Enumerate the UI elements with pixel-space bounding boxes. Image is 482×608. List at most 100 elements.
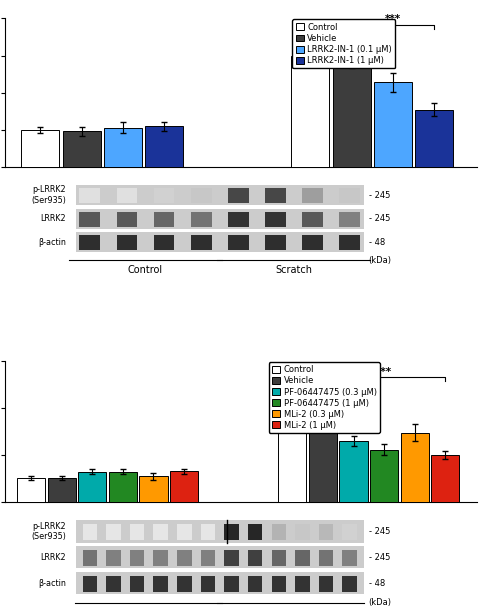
FancyBboxPatch shape	[106, 550, 120, 566]
FancyBboxPatch shape	[153, 550, 168, 566]
FancyBboxPatch shape	[177, 576, 191, 592]
FancyBboxPatch shape	[130, 524, 144, 540]
FancyBboxPatch shape	[201, 576, 215, 592]
FancyBboxPatch shape	[82, 524, 97, 540]
FancyBboxPatch shape	[80, 188, 100, 203]
FancyBboxPatch shape	[228, 188, 249, 203]
Bar	[170, 471, 198, 502]
FancyBboxPatch shape	[224, 524, 239, 540]
FancyBboxPatch shape	[248, 550, 262, 566]
FancyBboxPatch shape	[201, 550, 215, 566]
Bar	[17, 478, 45, 502]
FancyBboxPatch shape	[76, 572, 364, 594]
Bar	[431, 455, 459, 502]
FancyBboxPatch shape	[154, 212, 174, 227]
FancyBboxPatch shape	[191, 188, 212, 203]
FancyBboxPatch shape	[319, 550, 333, 566]
Text: β-actin: β-actin	[39, 238, 66, 247]
FancyBboxPatch shape	[271, 576, 286, 592]
Bar	[415, 109, 453, 167]
Bar	[109, 472, 137, 502]
Text: - 48: - 48	[369, 238, 385, 247]
Bar	[48, 478, 76, 502]
FancyBboxPatch shape	[271, 524, 286, 540]
FancyBboxPatch shape	[265, 235, 286, 250]
FancyBboxPatch shape	[342, 550, 357, 566]
FancyBboxPatch shape	[271, 550, 286, 566]
Text: ***: ***	[385, 14, 401, 24]
Bar	[333, 55, 371, 167]
FancyBboxPatch shape	[248, 576, 262, 592]
Legend: Control, Vehicle, PF-06447475 (0.3 μM), PF-06447475 (1 μM), MLi-2 (0.3 μM), MLi-: Control, Vehicle, PF-06447475 (0.3 μM), …	[269, 362, 380, 433]
FancyBboxPatch shape	[302, 188, 323, 203]
Bar	[22, 130, 59, 167]
Bar	[78, 472, 107, 502]
Text: p-LRRK2
(Ser935): p-LRRK2 (Ser935)	[31, 185, 66, 205]
FancyBboxPatch shape	[265, 188, 286, 203]
FancyBboxPatch shape	[76, 546, 364, 568]
FancyBboxPatch shape	[224, 576, 239, 592]
Text: β-actin: β-actin	[39, 579, 66, 587]
FancyBboxPatch shape	[191, 235, 212, 250]
Text: - 245: - 245	[369, 527, 390, 536]
FancyBboxPatch shape	[191, 212, 212, 227]
FancyBboxPatch shape	[82, 576, 97, 592]
FancyBboxPatch shape	[117, 212, 137, 227]
FancyBboxPatch shape	[224, 550, 239, 566]
FancyBboxPatch shape	[153, 576, 168, 592]
FancyBboxPatch shape	[265, 212, 286, 227]
FancyBboxPatch shape	[201, 524, 215, 540]
FancyBboxPatch shape	[80, 212, 100, 227]
Bar	[63, 131, 101, 167]
FancyBboxPatch shape	[339, 235, 360, 250]
Legend: Control, Vehicle, LRRK2-IN-1 (0.1 μM), LRRK2-IN-1 (1 μM): Control, Vehicle, LRRK2-IN-1 (0.1 μM), L…	[293, 19, 396, 68]
FancyBboxPatch shape	[80, 235, 100, 250]
Bar	[339, 441, 368, 502]
FancyBboxPatch shape	[302, 235, 323, 250]
FancyBboxPatch shape	[319, 524, 333, 540]
Bar	[309, 404, 337, 502]
Text: p-LRRK2
(Ser935): p-LRRK2 (Ser935)	[31, 522, 66, 541]
Bar	[278, 401, 307, 502]
FancyBboxPatch shape	[130, 576, 144, 592]
FancyBboxPatch shape	[295, 524, 309, 540]
FancyBboxPatch shape	[154, 188, 174, 203]
FancyBboxPatch shape	[82, 550, 97, 566]
Text: (kDa): (kDa)	[369, 255, 391, 264]
FancyBboxPatch shape	[76, 520, 364, 543]
FancyBboxPatch shape	[339, 212, 360, 227]
FancyBboxPatch shape	[76, 185, 364, 206]
Text: ***: ***	[376, 367, 392, 376]
FancyBboxPatch shape	[106, 524, 120, 540]
Bar	[104, 128, 142, 167]
Bar	[401, 432, 428, 502]
FancyBboxPatch shape	[295, 576, 309, 592]
FancyBboxPatch shape	[339, 188, 360, 203]
Bar	[139, 477, 168, 502]
FancyBboxPatch shape	[342, 524, 357, 540]
FancyBboxPatch shape	[76, 232, 364, 252]
FancyBboxPatch shape	[177, 524, 191, 540]
FancyBboxPatch shape	[76, 209, 364, 229]
Text: Control: Control	[128, 265, 163, 275]
FancyBboxPatch shape	[228, 235, 249, 250]
Bar	[292, 55, 329, 167]
Text: - 245: - 245	[369, 553, 390, 562]
Text: - 245: - 245	[369, 191, 390, 199]
FancyBboxPatch shape	[248, 524, 262, 540]
FancyBboxPatch shape	[154, 235, 174, 250]
FancyBboxPatch shape	[319, 576, 333, 592]
FancyBboxPatch shape	[342, 576, 357, 592]
FancyBboxPatch shape	[177, 550, 191, 566]
FancyBboxPatch shape	[106, 576, 120, 592]
Text: LRRK2: LRRK2	[40, 553, 66, 562]
FancyBboxPatch shape	[153, 524, 168, 540]
FancyBboxPatch shape	[130, 550, 144, 566]
Text: Scratch: Scratch	[276, 265, 312, 275]
FancyBboxPatch shape	[228, 212, 249, 227]
FancyBboxPatch shape	[302, 212, 323, 227]
Bar	[374, 83, 412, 167]
FancyBboxPatch shape	[295, 550, 309, 566]
Bar	[145, 126, 183, 167]
Text: (kDa): (kDa)	[369, 598, 391, 607]
